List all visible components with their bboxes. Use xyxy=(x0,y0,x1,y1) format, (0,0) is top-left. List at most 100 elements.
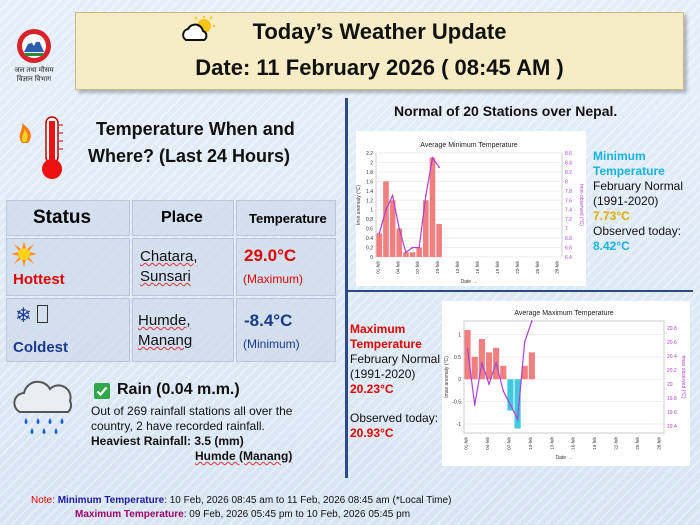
anomaly-bar xyxy=(403,252,409,257)
min-normals-legend: Minimum Temperature February Normal (199… xyxy=(593,149,683,254)
status-header: Status xyxy=(33,207,92,228)
place-header: Place xyxy=(161,209,203,226)
y-tick-label: 1.6 xyxy=(366,179,373,185)
y-tick-label: 0.8 xyxy=(366,217,373,223)
heaviest-rainfall-station: Humde (Manang) xyxy=(195,449,293,463)
hottest-temp: 29.0°C xyxy=(244,246,297,265)
y2-tick-label: 20.8 xyxy=(667,326,677,332)
min-normal-line1: February Normal xyxy=(593,179,684,193)
dhm-logo: जल तथा मौसम विज्ञान विभाग xyxy=(6,26,62,84)
anomaly-bar xyxy=(485,352,493,380)
y-tick-label: -1 xyxy=(457,422,462,428)
coldest-place-line1: Humde, xyxy=(138,312,191,329)
y-tick-label: 0.6 xyxy=(366,227,373,233)
anomaly-bar xyxy=(500,365,507,380)
min-temp-chart: Average Minimum Temperature 0 0.2 0.4 0.6 0.8… xyxy=(356,131,586,286)
anomaly-bar xyxy=(429,157,436,257)
x-tick-label: 01-feb xyxy=(464,437,469,450)
rain-title: Rain (0.04 m.m.) xyxy=(117,381,240,398)
observed-point xyxy=(488,383,490,385)
observed-point xyxy=(509,404,512,406)
x-axis-label: Date → xyxy=(461,279,478,285)
heaviest-rainfall: Heaviest Rainfall: 3.5 (mm) xyxy=(91,434,244,448)
anomaly-bar xyxy=(423,200,429,257)
observed-point xyxy=(411,246,414,249)
observed-point xyxy=(466,348,469,350)
coldest-place-line2: Manang xyxy=(138,332,193,349)
x-tick-label: 16-feb xyxy=(571,437,576,450)
min-normal-line2: (1991-2020) xyxy=(593,194,659,208)
x-tick-label: 07-feb xyxy=(506,437,511,450)
y-tick-label: 1.2 xyxy=(366,198,373,204)
anomaly-bar xyxy=(507,379,514,411)
observed-point xyxy=(502,390,505,392)
coldest-temp: -8.4°C xyxy=(244,311,293,330)
anomaly-bar xyxy=(383,181,389,257)
coldest-temp-cell: -8.4°C (Minimum) xyxy=(236,298,336,362)
observed-series-line xyxy=(466,320,533,422)
hottest-place-cell: Chatara, Sunsari xyxy=(132,238,234,296)
x-axis-label: Date → xyxy=(556,455,573,461)
page-title: Today’s Weather Update xyxy=(252,19,507,44)
x-tick-label: 22-feb xyxy=(515,261,520,274)
max-normal-line2: (1991-2020) xyxy=(350,367,416,381)
y2-tick-label: 6.8 xyxy=(565,236,572,242)
max-normals-legend: Maximum Temperature February Normal (199… xyxy=(350,322,440,441)
x-tick-label: 22-feb xyxy=(614,437,619,450)
y-tick-label: -0.5 xyxy=(452,400,461,406)
y-tick-label: 0.5 xyxy=(454,355,461,361)
x-tick-label: 10-feb xyxy=(528,437,533,450)
logo-text-line2: विज्ञान विभाग xyxy=(16,76,52,83)
min-label-line2: Temperature xyxy=(593,164,665,178)
y2-axis-label: tmin observed (°C) xyxy=(578,184,584,226)
missing-glyph-icon xyxy=(37,305,48,323)
status-header-cell: Status xyxy=(6,200,130,236)
anomaly-bar xyxy=(389,200,396,257)
min-normal-value: 7.73°C xyxy=(593,209,630,223)
hottest-place-line1: Chatara, xyxy=(140,248,198,265)
y2-tick-label: 8 xyxy=(565,179,568,185)
y2-tick-label: 7.4 xyxy=(565,208,572,214)
plot-frame xyxy=(463,320,665,434)
thermometer-icon xyxy=(10,113,80,186)
y-tick-label: 1.8 xyxy=(366,170,373,176)
note-min-label: Minimum Temperature xyxy=(57,495,165,506)
x-tick-label: 28-feb xyxy=(656,437,661,450)
observed-point xyxy=(473,404,476,406)
rain-line1: Out of 269 rainfall stations all over th… xyxy=(91,404,293,418)
logo-text-line1: जल तथा मौसम xyxy=(14,67,54,74)
sun-icon xyxy=(11,241,37,267)
x-tick-label: 13-feb xyxy=(455,261,460,274)
government-emblem-icon xyxy=(17,29,51,63)
observed-point xyxy=(516,418,519,420)
x-tick-label: 25-feb xyxy=(535,261,540,274)
hottest-status-cell: Hottest xyxy=(6,238,130,296)
max-observed-value: 20.93°C xyxy=(350,426,394,440)
observed-point xyxy=(424,194,427,197)
temperature-header: Temperature xyxy=(249,211,327,226)
observed-point xyxy=(391,194,394,197)
max-normal-line1: February Normal xyxy=(350,352,441,366)
hottest-label: Hottest xyxy=(13,271,65,288)
observed-point xyxy=(398,227,401,230)
y-axis-label: tmax anomaly (°C) xyxy=(444,356,450,398)
rain-cloud-icon xyxy=(13,380,73,434)
y2-tick-label: 8.2 xyxy=(565,170,572,176)
x-tick-label: 04-feb xyxy=(395,261,400,274)
y-tick-label: 1.4 xyxy=(366,189,373,195)
chart-title: Average Maximum Temperature xyxy=(514,310,613,317)
max-label-line2: Temperature xyxy=(350,337,422,351)
y2-tick-label: 7.6 xyxy=(565,198,572,204)
hottest-place-line2: Sunsari xyxy=(140,268,191,285)
y2-tick-label: 20 xyxy=(667,382,673,388)
max-observed-label: Observed today: xyxy=(350,411,439,425)
coldest-label: Coldest xyxy=(13,339,69,356)
place-header-cell: Place xyxy=(132,200,234,236)
chart-title: Average Minimum Temperature xyxy=(420,142,518,149)
note-min-text: : 10 Feb, 2026 08:45 am to 11 Feb, 2026 … xyxy=(164,495,452,506)
y2-tick-label: 6.4 xyxy=(565,255,572,261)
anomaly-bar xyxy=(528,352,535,380)
x-tick-label: 01-feb xyxy=(375,261,380,274)
anomaly-bar xyxy=(396,228,403,257)
y-tick-label: 0 xyxy=(370,255,373,261)
